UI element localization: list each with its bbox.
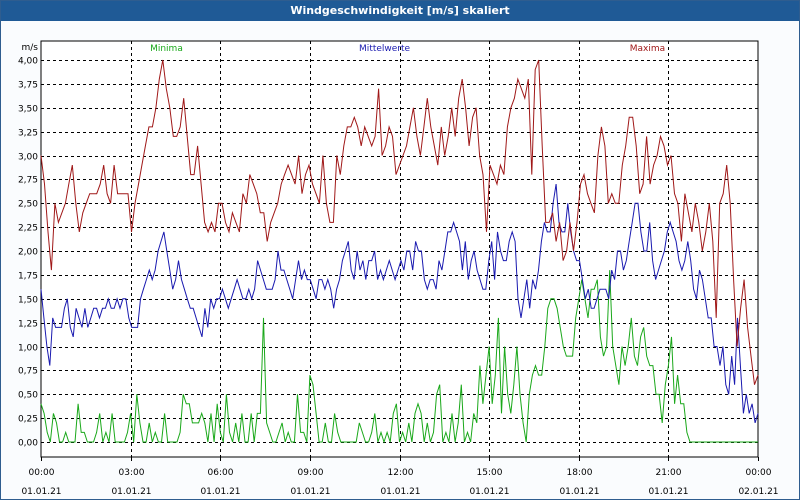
- x-tick-date: 01.01.21: [21, 487, 61, 497]
- x-tick-date: 01.01.21: [200, 487, 240, 497]
- legend-mittelwerte: Mittelwerte: [359, 44, 410, 54]
- y-tick-label: 0,50: [18, 391, 38, 401]
- series-line-minima: [40, 270, 758, 444]
- y-tick-label: 3,50: [18, 105, 38, 115]
- y-tick-label: 2,50: [18, 200, 38, 210]
- y-tick-label: 1,50: [18, 296, 38, 306]
- y-tick-label: 2,75: [18, 176, 38, 186]
- y-tick-label: 0,25: [18, 415, 38, 425]
- x-tick-time: 18:00: [567, 468, 593, 478]
- plot-frame: [40, 40, 759, 458]
- y-tick-label: 0,75: [18, 367, 38, 377]
- x-tick-time: 12:00: [388, 468, 414, 478]
- wind-speed-chart: 0,00 0,25 0,50 0,75 1,00 1,25 1,50 1,75 2,00 2,25…: [18, 40, 779, 497]
- x-tick-date: 01.01.21: [380, 487, 420, 497]
- x-tick-time: 03:00: [119, 468, 145, 478]
- x-tick-time: 09:00: [298, 468, 324, 478]
- series-line-mittelwerte: [40, 184, 759, 424]
- legend-minima: Minima: [150, 44, 183, 54]
- x-tick-date: 01.01.21: [111, 487, 151, 497]
- x-tick-date: 01.01.21: [559, 487, 599, 497]
- y-tick-label: 3,00: [18, 153, 38, 163]
- chart-title: Windgeschwindigkeit [m/s] skaliert: [1, 1, 799, 21]
- y-tick-label: 2,00: [18, 248, 38, 258]
- y-axis-label: m/s: [22, 43, 39, 53]
- x-tick-time: 21:00: [656, 468, 682, 478]
- y-tick-label: 0,00: [18, 439, 38, 449]
- y-tick-label: 1,75: [18, 272, 38, 282]
- series-line-maxima: [40, 59, 759, 385]
- y-tick-label: 4,00: [18, 57, 38, 67]
- y-tick-label: 1,25: [18, 320, 38, 330]
- legend-maxima: Maxima: [630, 44, 665, 54]
- x-tick-date: 01.01.21: [648, 487, 688, 497]
- y-tick-label: 3,75: [18, 81, 38, 91]
- x-tick-time: 06:00: [208, 468, 234, 478]
- chart-area: 0,00 0,25 0,50 0,75 1,00 1,25 1,50 1,75 2,00 2,25…: [1, 21, 799, 499]
- x-tick-time: 00:00: [29, 468, 55, 478]
- x-tick-date: 01.01.21: [469, 487, 509, 497]
- x-tick-date: 02.01.21: [738, 487, 778, 497]
- x-tick-time: 15:00: [477, 468, 503, 478]
- x-tick-time: 00:00: [746, 468, 772, 478]
- y-tick-label: 2,25: [18, 224, 38, 234]
- y-tick-label: 1,00: [18, 344, 38, 354]
- x-tick-date: 01.01.21: [290, 487, 330, 497]
- y-tick-label: 3,25: [18, 129, 38, 139]
